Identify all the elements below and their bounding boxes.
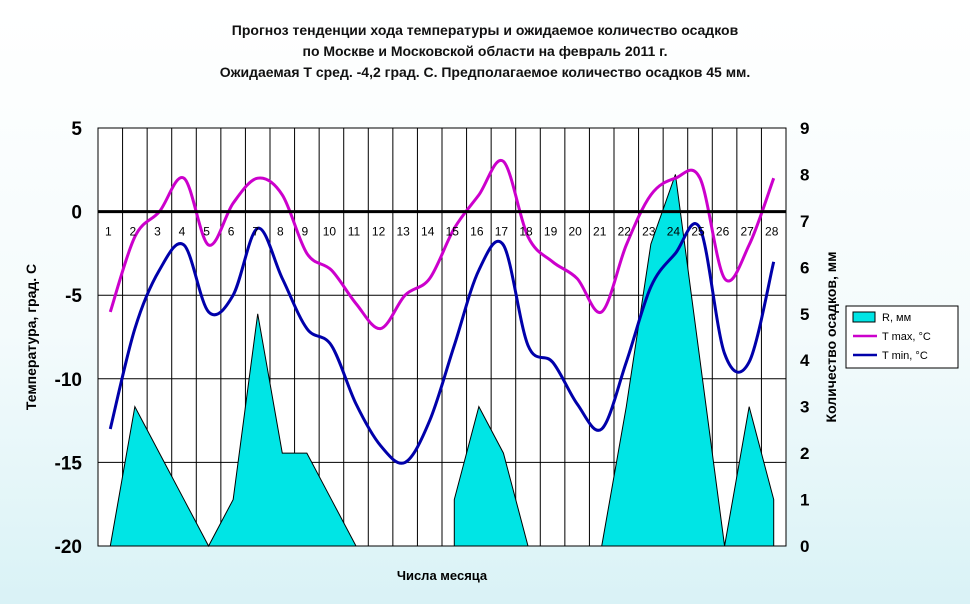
y-left-tick-label: -10 [55,370,82,391]
y-axis-right-title: Количество осадков, мм [823,252,839,423]
x-tick-label: 5 [203,225,210,239]
temperature-lines-layer [108,158,776,465]
y-right-tick-label: 7 [800,212,809,231]
axes [97,127,787,547]
chart-title: Прогноз тенденции хода температуры и ожи… [0,20,970,83]
title-line-3: Ожидаемая Т сред. -4,2 град. С. Предпола… [219,64,751,80]
legend-label-tmax: T max, °C [882,331,931,343]
y-left-tick-label: -5 [65,286,82,307]
x-tick-label: 10 [323,225,337,239]
x-tick-label: 26 [716,225,730,239]
x-tick-label: 1 [105,225,112,239]
y-left-tick-label: -20 [55,537,82,558]
y-right-tick-label: 3 [800,398,809,417]
x-tick-label: 25 [691,225,705,239]
x-tick-label: 21 [593,225,607,239]
plot-frame [97,127,787,547]
y-left-tick-label: 5 [71,119,82,140]
x-tick-label: 16 [470,225,484,239]
x-tick-label: 18 [519,225,533,239]
tmax-line [108,158,776,331]
x-tick-label: 17 [495,225,509,239]
x-tick-label: 9 [302,225,309,239]
x-tick-label: 6 [228,225,235,239]
x-tick-label: 13 [396,225,410,239]
x-tick-label: 11 [348,225,361,239]
x-tick-label: 2 [130,225,137,239]
y-right-tick-label: 9 [800,119,809,138]
y-left-tick-label: -15 [55,453,83,474]
precipitation-area [109,313,357,548]
x-axis-title: Числа месяца [397,568,488,583]
x-tick-label: 8 [277,225,284,239]
x-tick-label: 7 [252,225,259,239]
y-right-tick-label: 2 [800,444,809,463]
y-axis-left-title: Температура, град. С [23,264,39,410]
y-right-tick-label: 1 [800,491,809,510]
x-tick-label: 14 [421,225,435,239]
x-tick-label: 15 [446,225,460,239]
tmin-line [108,222,776,465]
y-left-tick-label: 0 [71,203,82,224]
legend-swatch-precip [852,311,876,323]
y-right-tick-label: 5 [800,305,809,324]
title-line-1: Прогноз тенденции хода температуры и ожи… [231,22,739,38]
y-right-tick-label: 0 [800,537,809,556]
legend-label-tmin: T min, °C [882,350,928,362]
y-right-tick-label: 4 [800,351,810,370]
x-tick-label: 24 [667,225,681,239]
x-tick-label: 19 [544,225,558,239]
legend-label-precip: R, мм [882,312,911,324]
x-tick-label: 23 [642,225,656,239]
x-tick-label: 4 [179,225,186,239]
x-tick-label: 20 [568,225,582,239]
x-tick-label: 12 [372,225,386,239]
x-tick-label: 28 [765,225,779,239]
y-right-tick-label: 6 [800,258,809,277]
x-tick-label: 27 [740,225,754,239]
title-line-2: по Москве и Московской области на феврал… [302,43,668,59]
y-right-tick-label: 8 [800,165,809,184]
x-tick-label: 3 [154,225,161,239]
x-tick-label: 22 [618,225,632,239]
legend: R, мм T max, °C T min, °C [845,305,959,369]
